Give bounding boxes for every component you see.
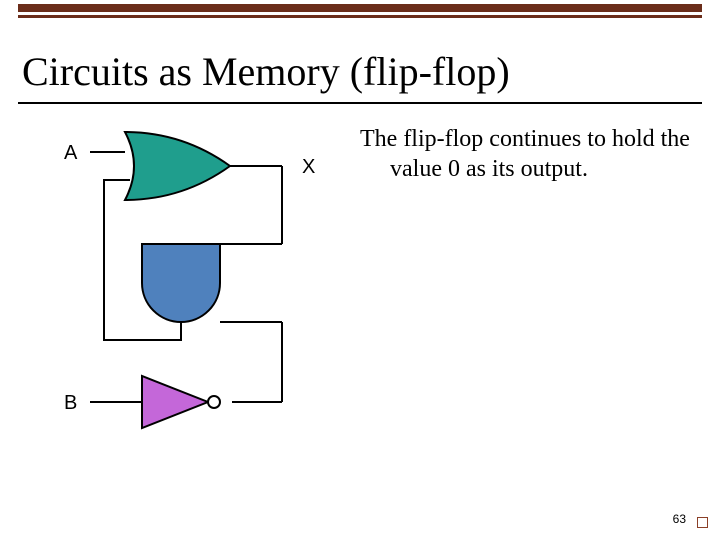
circuit-diagram: A B X <box>50 126 350 486</box>
label-b: B <box>64 392 77 415</box>
label-a: A <box>64 142 77 165</box>
label-x: X <box>302 156 315 179</box>
top-border-thick <box>18 4 702 12</box>
title-underline <box>18 102 702 104</box>
page-number: 63 <box>673 512 686 526</box>
body-text: The flip-flop continues to hold the valu… <box>360 124 720 184</box>
slide: Circuits as Memory (flip-flop) The flip-… <box>0 0 720 540</box>
slide-title: Circuits as Memory (flip-flop) <box>22 48 510 95</box>
circuit-svg <box>50 126 350 486</box>
top-border-thin <box>18 15 702 18</box>
page-corner-icon <box>697 517 708 528</box>
top-border <box>18 4 702 22</box>
